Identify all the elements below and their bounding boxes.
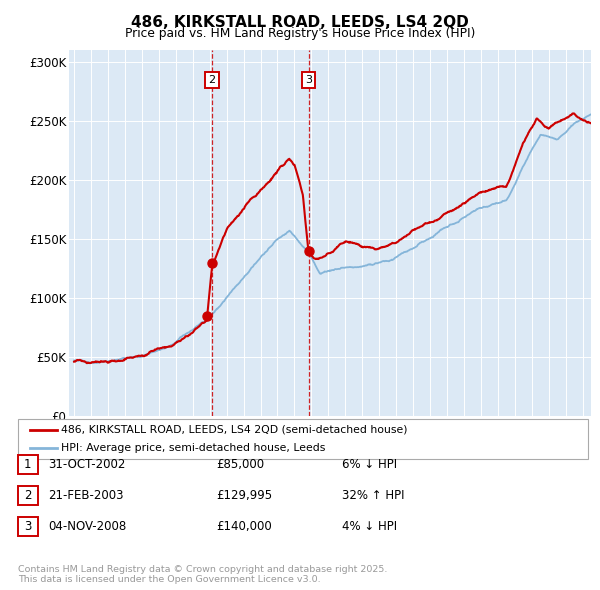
Text: 4% ↓ HPI: 4% ↓ HPI (342, 520, 397, 533)
Text: Contains HM Land Registry data © Crown copyright and database right 2025.
This d: Contains HM Land Registry data © Crown c… (18, 565, 388, 584)
Text: 486, KIRKSTALL ROAD, LEEDS, LS4 2QD: 486, KIRKSTALL ROAD, LEEDS, LS4 2QD (131, 15, 469, 30)
Text: 3: 3 (305, 75, 312, 84)
Text: Price paid vs. HM Land Registry's House Price Index (HPI): Price paid vs. HM Land Registry's House … (125, 27, 475, 40)
Text: 3: 3 (24, 520, 32, 533)
Text: £129,995: £129,995 (216, 489, 272, 502)
Text: 21-FEB-2003: 21-FEB-2003 (48, 489, 124, 502)
Text: £85,000: £85,000 (216, 458, 264, 471)
Text: 32% ↑ HPI: 32% ↑ HPI (342, 489, 404, 502)
Text: HPI: Average price, semi-detached house, Leeds: HPI: Average price, semi-detached house,… (61, 443, 326, 453)
Text: 2: 2 (24, 489, 32, 502)
Text: 2: 2 (208, 75, 215, 84)
Text: 486, KIRKSTALL ROAD, LEEDS, LS4 2QD (semi-detached house): 486, KIRKSTALL ROAD, LEEDS, LS4 2QD (sem… (61, 425, 408, 435)
Text: £140,000: £140,000 (216, 520, 272, 533)
Text: 6% ↓ HPI: 6% ↓ HPI (342, 458, 397, 471)
Text: 04-NOV-2008: 04-NOV-2008 (48, 520, 126, 533)
Text: 31-OCT-2002: 31-OCT-2002 (48, 458, 125, 471)
Text: 1: 1 (24, 458, 32, 471)
